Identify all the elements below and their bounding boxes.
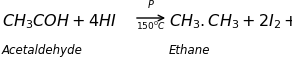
Text: P: P: [148, 0, 154, 10]
Text: $CH_3.CH_3+2I_2+H_2O$: $CH_3.CH_3+2I_2+H_2O$: [169, 12, 292, 31]
Text: $CH_3COH+4HI$: $CH_3COH+4HI$: [2, 12, 117, 31]
Text: $150^0C$: $150^0C$: [136, 20, 166, 32]
Text: Ethane: Ethane: [169, 44, 211, 57]
Text: Acetaldehyde: Acetaldehyde: [2, 44, 83, 57]
